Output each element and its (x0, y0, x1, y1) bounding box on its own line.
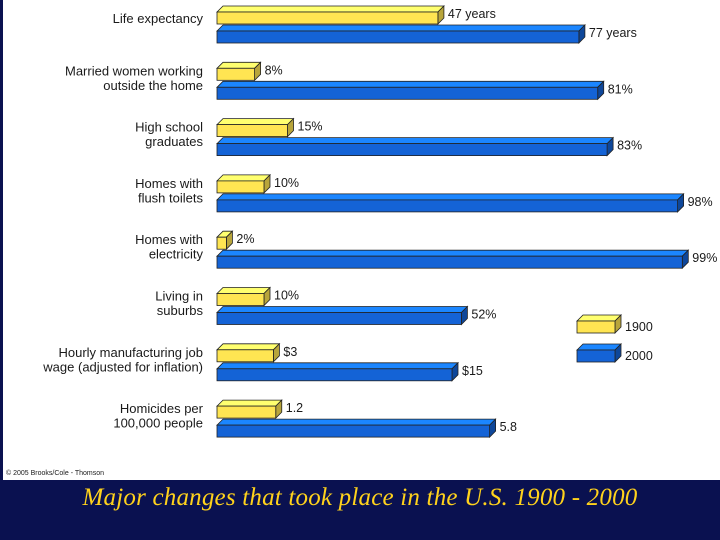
category-label: High school (135, 120, 203, 135)
bar-1900-front (216, 124, 288, 137)
value-label-1900: 8% (265, 63, 283, 77)
value-label-2000: 52% (471, 308, 496, 322)
value-label-2000: 77 years (589, 26, 637, 40)
category-label: outside the home (103, 78, 203, 93)
legend-swatch-2000 (576, 343, 622, 363)
bar-1900-front (216, 180, 265, 194)
category-label: graduates (145, 134, 203, 149)
chart-area: Life expectancy 47 years 77 years Married w… (6, 5, 718, 477)
bar-1900-front (216, 405, 277, 419)
bar-1900-front (216, 236, 227, 250)
value-label-2000: 81% (608, 82, 633, 96)
bar-2000-front (216, 424, 491, 438)
bar-1900 (216, 173, 271, 194)
bar-1900 (216, 5, 445, 25)
bar-1900 (216, 230, 234, 251)
legend-swatch-2000-top (576, 343, 622, 351)
bar-1900 (216, 117, 295, 138)
bar-1900 (216, 286, 271, 307)
value-label-2000: 99% (692, 251, 717, 265)
bar-2000-top (216, 362, 459, 370)
value-label-1900: 10% (274, 289, 299, 303)
value-label-1900: 10% (274, 176, 299, 190)
value-label-1900: 47 years (448, 7, 496, 21)
left-rule (0, 0, 3, 480)
bar-2000-top (216, 418, 497, 426)
category-label: suburbs (157, 303, 204, 318)
caption-band (0, 480, 720, 540)
value-label-2000: 5.8 (500, 420, 517, 434)
bar-1900-top (216, 399, 283, 407)
bar-2000-front (216, 86, 599, 100)
category-label: 100,000 people (113, 416, 203, 431)
legend-label-2000: 2000 (625, 349, 653, 363)
bar-2000 (216, 192, 685, 213)
category-label: Homes with (135, 176, 203, 191)
legend-label-1900: 1900 (625, 320, 653, 334)
bar-1900-front (216, 67, 255, 81)
value-label-1900: 15% (298, 120, 323, 134)
bar-2000-top (216, 306, 469, 313)
category-label: Homes with (135, 232, 203, 247)
value-label-2000: 98% (688, 195, 713, 209)
category-label: Homicides per (120, 401, 204, 416)
value-label-2000: 83% (617, 139, 642, 153)
bar-2000-top (216, 137, 615, 145)
bar-chart: Life expectancy 47 years 77 years Married w… (6, 5, 717, 477)
bar-1900-top (216, 61, 262, 69)
legend-swatch-1900-front (576, 320, 616, 334)
bar-1900-front (216, 349, 274, 363)
bar-1900 (216, 399, 283, 420)
legend-swatch-1900-top (576, 314, 622, 322)
bar-2000 (216, 418, 497, 439)
category-label: Life expectancy (113, 11, 204, 26)
bar-1900-front (216, 293, 265, 306)
value-label-1900: $3 (283, 345, 297, 359)
bar-1900-top (216, 287, 271, 294)
category-label: flush toilets (138, 190, 204, 205)
bar-2000-front (216, 312, 462, 325)
legend-swatch-1900 (576, 314, 622, 334)
bar-1900-top (216, 5, 445, 13)
bar-2000-front (216, 199, 679, 213)
category-label: wage (adjusted for inflation) (42, 359, 203, 374)
copyright-notice: © 2005 Brooks/Cole - Thomson (6, 469, 104, 477)
category-label: Married women working (65, 63, 203, 78)
bar-2000-front (216, 30, 580, 44)
bar-2000 (216, 249, 690, 270)
bar-2000-top (216, 80, 605, 88)
bar-1900-top (216, 118, 295, 125)
bar-2000-top (216, 249, 690, 257)
category-label: electricity (149, 247, 204, 262)
bar-2000 (216, 24, 586, 44)
bar-1900-front (216, 11, 439, 25)
slide-caption: Major changes that took place in the U.S… (82, 484, 638, 511)
legend-swatch-2000-front (576, 349, 616, 363)
bar-1900 (216, 61, 262, 82)
bar-2000-front (216, 255, 683, 269)
category-label: Hourly manufacturing job (58, 345, 203, 360)
bar-2000 (216, 361, 459, 382)
category-label: Living in (155, 289, 203, 304)
value-label-1900: 1.2 (286, 401, 303, 415)
bar-2000 (216, 80, 605, 101)
bar-2000 (216, 305, 469, 326)
bar-1900-top (216, 343, 281, 351)
bar-1900 (216, 342, 281, 363)
bar-2000-front (216, 368, 453, 382)
bar-2000 (216, 136, 615, 157)
value-label-1900: 2% (236, 232, 254, 246)
bar-2000-front (216, 143, 608, 157)
bar-2000-top (216, 24, 586, 32)
bar-1900-top (216, 174, 271, 182)
bar-2000-top (216, 193, 685, 201)
value-label-2000: $15 (462, 364, 483, 378)
